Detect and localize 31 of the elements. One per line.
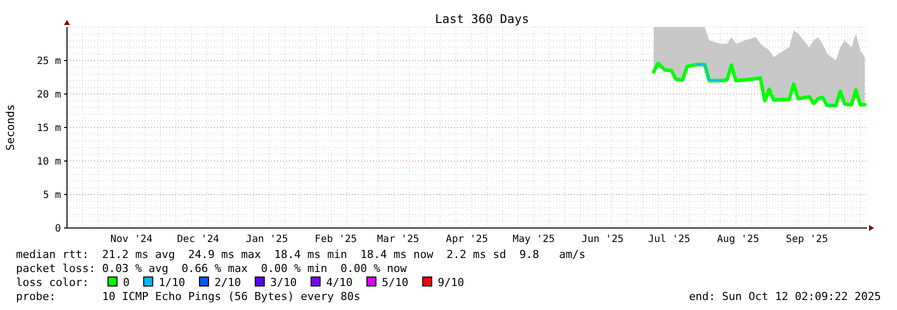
- legend-label: 3/10: [270, 276, 297, 289]
- y-tick-label: 20 m: [36, 90, 61, 100]
- text: packet loss: 0.03 % avg 0.66 % max 0.00 % min 0.00 % now: [16, 262, 408, 275]
- x-tick-label: Nov '24: [110, 234, 153, 245]
- y-tick-label: 0: [54, 224, 61, 234]
- x-tick-label: Aug '25: [717, 234, 760, 245]
- x-tick-label: Mar '25: [377, 234, 420, 245]
- x-tick-label: Jun '25: [581, 234, 624, 245]
- y-tick-label: 5 m: [42, 190, 61, 201]
- y-tick-label: 25 m: [36, 56, 61, 67]
- x-tick-label: Dec '24: [177, 234, 220, 245]
- y-tick-label: 10 m: [36, 156, 61, 168]
- x-tick-label: Sep '25: [786, 234, 828, 245]
- legend-label: 1/10: [158, 276, 186, 289]
- legend-label: 0: [123, 276, 130, 289]
- x-tick-label: Apr '25: [446, 234, 488, 245]
- chart-title: Last 360 Days: [435, 12, 529, 26]
- text: end: Sun Oct 12 02:09:22 2025: [688, 290, 881, 303]
- text: probe: 10 ICMP Echo Pings (56 Bytes) every 80s: [16, 290, 360, 303]
- legend-label: 9/10: [438, 276, 464, 289]
- x-tick-label: Jul '25: [648, 234, 690, 245]
- text: median rtt: 21.2 ms avg 24.9 ms max 18.4 ms min 18.4 ms now 2.2 ms sd 9.8 am/s: [16, 248, 586, 261]
- legend-label: 4/10: [326, 276, 353, 289]
- x-tick-label: Feb '25: [314, 234, 357, 245]
- x-tick-label: Jan '25: [246, 234, 288, 245]
- legend-label: 5/10: [382, 276, 408, 289]
- legend-label: 2/10: [214, 276, 241, 289]
- y-tick-label: 15 m: [36, 123, 61, 134]
- x-tick-label: May '25: [512, 234, 555, 245]
- y-axis-title: Seconds: [4, 104, 17, 151]
- legend-title: loss color:: [16, 276, 89, 289]
